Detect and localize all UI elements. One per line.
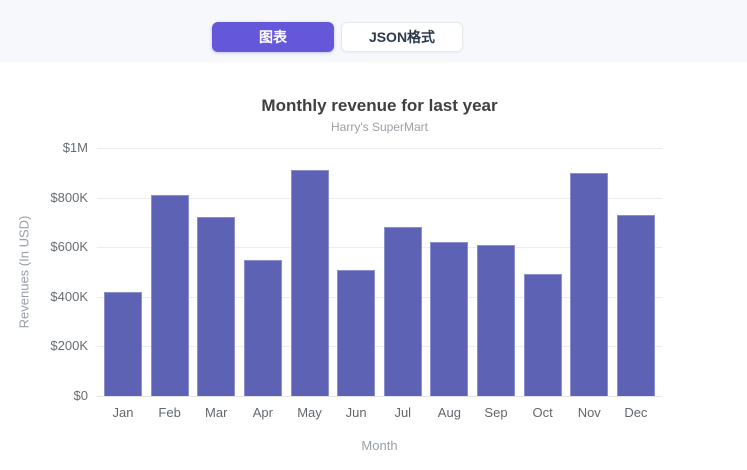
- x-tick-label: Apr: [252, 405, 273, 420]
- x-tick-label: Mar: [205, 405, 228, 420]
- gridline: [97, 148, 662, 149]
- x-tick-label: May: [297, 405, 322, 420]
- gridline: [97, 296, 662, 298]
- bar-may[interactable]: [290, 170, 329, 396]
- tab-json-format[interactable]: JSON格式: [341, 22, 463, 52]
- gridline: [97, 197, 662, 199]
- view-toggle-bar: 图表 JSON格式: [0, 0, 747, 62]
- bar-feb[interactable]: [150, 195, 189, 396]
- bar-mar[interactable]: [197, 217, 236, 396]
- y-tick-label: $1M: [62, 140, 88, 155]
- bar-jan[interactable]: [104, 291, 142, 396]
- x-tick-label: Nov: [577, 405, 601, 420]
- gridline: [97, 247, 662, 249]
- bar-nov[interactable]: [570, 172, 609, 396]
- y-axis-tick-labels: $0 $200K $400K $600K $800K $1M: [28, 140, 88, 403]
- view-tabs: 图表 JSON格式: [212, 22, 463, 52]
- bar-dec[interactable]: [616, 214, 655, 396]
- x-tick-label: Sep: [484, 405, 508, 420]
- x-tick-label: Jun: [345, 405, 367, 420]
- bar-jul[interactable]: [383, 227, 422, 396]
- y-tick-label: $200K: [50, 338, 88, 354]
- chart-subtitle: Harry's SuperMart: [331, 120, 428, 134]
- bar-sep[interactable]: [477, 244, 515, 396]
- y-tick-label: $400K: [50, 288, 88, 304]
- x-tick-label: Dec: [624, 405, 648, 420]
- bar-apr[interactable]: [243, 259, 282, 396]
- y-tick-label: $0: [73, 388, 88, 403]
- y-tick-label: $600K: [50, 239, 88, 255]
- bar-oct[interactable]: [523, 274, 562, 396]
- bar-series: [97, 148, 662, 396]
- chart-title: Monthly revenue for last year: [261, 96, 498, 115]
- gridline: [97, 396, 662, 397]
- plot-area: [97, 148, 662, 397]
- gridline: [97, 346, 662, 348]
- y-tick-label: $800K: [50, 189, 88, 205]
- x-tick-label: Jul: [394, 405, 412, 420]
- x-axis-title: Month: [361, 438, 398, 453]
- bar-jun[interactable]: [337, 269, 376, 396]
- tab-chart[interactable]: 图表: [212, 22, 334, 52]
- x-axis-tick-labels: Jan Feb Mar Apr May Jun Jul Aug Sep Oct Nov Dec: [97, 405, 662, 420]
- x-tick-label: Oct: [532, 405, 553, 420]
- x-tick-label: Aug: [437, 405, 461, 420]
- x-tick-label: Jan: [112, 405, 134, 420]
- x-tick-label: Feb: [158, 405, 181, 420]
- bar-aug[interactable]: [430, 242, 469, 396]
